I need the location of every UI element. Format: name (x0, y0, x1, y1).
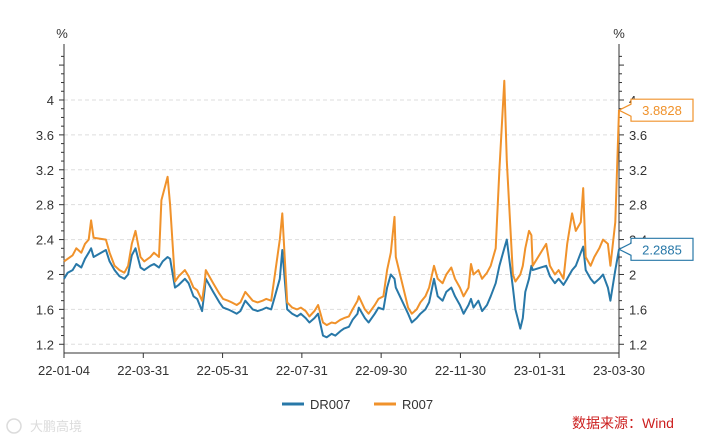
x-tick-label: 23-01-31 (514, 363, 566, 378)
legend-label-dr007: DR007 (310, 397, 350, 412)
y-axis-left-unit: % (56, 26, 68, 41)
x-ticks: 22-01-04 22-03-31 22-05-31 22-07-31 22-09-30… (38, 353, 645, 378)
grid-lines (64, 99, 619, 345)
y-tick-label-left: 3.2 (36, 163, 54, 178)
watermark: 大鹏高境 (6, 418, 82, 435)
y-tick-label-left: 4 (47, 93, 54, 108)
source-note: 数据来源：Wind (572, 415, 674, 431)
callout-value: 2.2885 (642, 242, 682, 257)
y-tick-label-left: 1.2 (36, 337, 54, 352)
callout-box (617, 237, 694, 261)
x-tick-label: 22-03-31 (117, 363, 169, 378)
x-tick-label: 22-11-30 (435, 363, 486, 378)
x-tick-label: 22-07-31 (276, 363, 328, 378)
series-layer (63, 79, 620, 339)
y-ticks-right: 1.21.622.42.83.23.64 (619, 55, 647, 352)
y-tick-label-right: 3.6 (629, 128, 647, 143)
y-tick-label-left: 3.6 (36, 128, 54, 143)
legend-label-r007: R007 (402, 397, 433, 412)
y-tick-label-right: 1.2 (629, 337, 647, 352)
value-callouts: 2.2885 3.8828 (617, 98, 694, 261)
axes (63, 44, 620, 354)
y-tick-label-right: 2.8 (629, 198, 647, 213)
x-tick-label: 22-09-30 (355, 363, 407, 378)
legend[interactable]: DR007 R007 (282, 397, 433, 412)
watermark-logo-icon (6, 418, 22, 434)
legend-item-r007[interactable]: R007 (374, 397, 433, 412)
callout-r007: 3.8828 (617, 98, 694, 122)
y-axis-right-unit: % (613, 26, 625, 41)
y-tick-label-right: 2 (629, 267, 636, 282)
y-tick-label-left: 1.6 (36, 302, 54, 317)
callout-dr007: 2.2885 (617, 237, 694, 261)
legend-item-dr007[interactable]: DR007 (282, 397, 350, 412)
callout-value: 3.8828 (642, 103, 682, 118)
x-tick-label: 22-01-04 (38, 363, 90, 378)
y-tick-label-right: 1.6 (629, 302, 647, 317)
y-tick-label-left: 2.8 (36, 198, 54, 213)
y-tick-label-left: 2.4 (36, 233, 54, 248)
watermark-text: 大鹏高境 (30, 419, 82, 435)
x-tick-label: 22-05-31 (197, 363, 249, 378)
y-ticks-left: 1.2 1.6 2 2.4 2.8 3.2 3.6 4 (36, 55, 64, 352)
series-line-dr007 (63, 238, 620, 339)
callout-box (617, 98, 694, 122)
series-line-r007 (63, 79, 620, 327)
x-tick-label: 23-03-30 (593, 363, 645, 378)
y-tick-label-right: 3.2 (629, 163, 647, 178)
y-tick-label-left: 2 (47, 267, 54, 282)
